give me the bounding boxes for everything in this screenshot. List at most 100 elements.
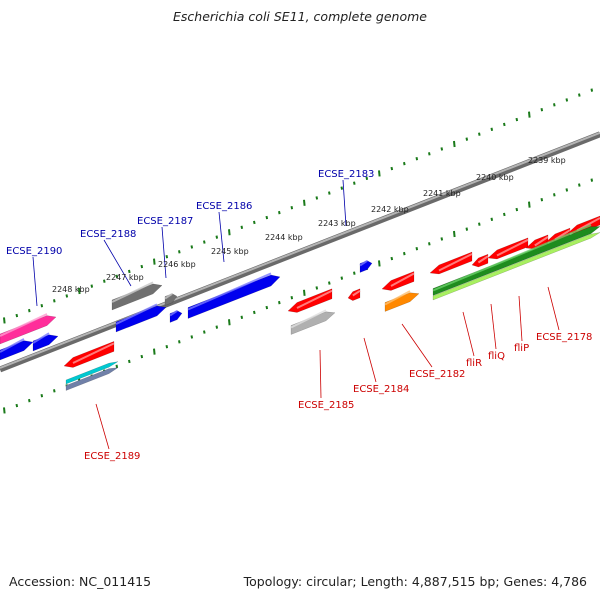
lower-ruler-tick — [415, 247, 419, 251]
forward-gene-label: ECSE_2190 — [6, 246, 62, 257]
kbp-label: 2248 kbp — [52, 285, 90, 294]
lower-ruler-tick — [315, 286, 319, 290]
gene-fliQ-shine — [496, 238, 529, 257]
kbp-label: 2240 kbp — [476, 173, 514, 182]
gene-ECSE-2188 — [115, 305, 167, 333]
lower-ruler-tick — [515, 207, 519, 212]
gene-cds-lime — [432, 232, 600, 301]
upper-ruler-tick — [428, 152, 431, 156]
upper-ruler-tick — [53, 299, 56, 303]
callout-reverse — [319, 349, 322, 399]
upper-ruler-tick — [3, 317, 6, 324]
upper-ruler-tick — [503, 122, 506, 127]
lower-ruler-tick — [378, 260, 381, 267]
callout-reverse — [95, 403, 110, 450]
gene-ECSE-2188-shine — [115, 303, 158, 325]
kbp-label: 2245 kbp — [211, 247, 249, 256]
callout-reverse — [462, 311, 475, 357]
lower-ruler-tick — [215, 325, 219, 329]
reverse-gene-label: fliP — [514, 343, 529, 354]
kbp-label: 2244 kbp — [265, 233, 303, 242]
upper-ruler-tick — [78, 287, 81, 295]
kbp-label: 2243 kbp — [318, 219, 356, 228]
forward-gene-label: ECSE_2187 — [137, 216, 193, 227]
upper-ruler-tick — [203, 240, 206, 244]
lower-ruler-tick — [115, 364, 119, 369]
gene-ECSE-2190-shine — [0, 313, 48, 337]
gene-ECSE-2189-slate — [65, 367, 119, 391]
gene-ECSE-2186 — [187, 274, 281, 319]
gene-ECSE-2191-shine — [32, 332, 50, 344]
upper-ruler-tick — [440, 147, 444, 151]
lower-ruler-tick — [490, 217, 494, 222]
map-title: Escherichia coli SE11, complete genome — [173, 9, 427, 24]
upper-ruler-tick — [553, 103, 556, 107]
lower-ruler-tick — [3, 407, 6, 414]
callout-reverse — [518, 295, 523, 342]
gene-cds-green-shine — [432, 224, 592, 292]
kbp-label: 2247 kbp — [106, 273, 144, 282]
lower-ruler-tick — [578, 183, 581, 187]
lower-ruler-tick — [340, 276, 344, 280]
upper-ruler-tick — [365, 176, 369, 181]
gene-fliP-shine — [534, 236, 549, 247]
upper-ruler-tick — [328, 191, 331, 195]
lower-ruler-tick — [440, 237, 444, 241]
lower-ruler-tick — [590, 178, 594, 182]
gene-ECSE-2185-shine — [296, 289, 333, 309]
lower-ruler-tick — [303, 289, 306, 296]
forward-gene-label: ECSE_2183 — [318, 169, 374, 180]
upper-ruler-tick — [315, 196, 319, 200]
upper-ruler-tick — [128, 269, 131, 274]
lower-ruler-tick — [28, 398, 31, 403]
reverse-gene-label: ECSE_2182 — [409, 369, 465, 380]
kbp-label: 2241 kbp — [423, 189, 461, 198]
upper-ruler-tick — [215, 235, 219, 239]
upper-ruler-tick — [115, 274, 119, 279]
upper-ruler-tick — [278, 210, 281, 215]
callout-forward — [218, 211, 225, 263]
upper-ruler-tick — [190, 245, 194, 249]
lower-ruler-tick — [465, 227, 469, 231]
gene-ECSE-2182 — [381, 271, 415, 291]
reverse-gene-label: ECSE_2184 — [353, 384, 409, 395]
lower-ruler-tick — [565, 188, 569, 192]
upper-ruler-tick — [353, 181, 356, 185]
upper-ruler-tick — [290, 206, 294, 210]
upper-ruler-tick — [578, 93, 581, 97]
upper-ruler-tick — [453, 140, 456, 148]
upper-ruler-tick — [228, 229, 231, 236]
kbp-labels: 2248 kbp 2247 kbp 2246 kbp 2245 kbp 2244 kbp… — [52, 156, 566, 294]
gene-ECSE-2186-shine — [187, 272, 272, 311]
lower-ruler-tick — [203, 330, 206, 334]
reverse-gene-label: fliQ — [488, 351, 505, 362]
callout-forward — [103, 239, 132, 287]
upper-ruler-tick — [28, 308, 31, 313]
upper-ruler-tick — [465, 137, 469, 141]
gene-ECSE-2181 — [429, 251, 473, 275]
gene-features — [0, 215, 600, 391]
upper-ruler-tick — [590, 88, 594, 92]
callout-reverse — [547, 286, 560, 331]
lower-ruler-tick — [278, 300, 281, 305]
gene-fliR-shine — [477, 255, 489, 264]
upper-ruler-tick — [265, 215, 269, 220]
upper-ruler-tick — [490, 127, 494, 132]
gene-ECSE-2189-cyan — [65, 361, 119, 385]
upper-ruler-tick — [303, 199, 306, 206]
accession-text: Accession: NC_011415 — [9, 574, 152, 589]
lower-ruler-tick — [328, 281, 331, 285]
callout-forward — [32, 256, 38, 307]
lower-ruler-tick — [290, 296, 294, 300]
lower-ruler-tick — [40, 394, 44, 398]
gene-ECSE-2181-shine — [438, 253, 473, 272]
reverse-gene-label: ECSE_2178 — [536, 332, 592, 343]
lower-ruler-tick — [253, 310, 256, 315]
gene-ECSE-2183-shine — [359, 259, 368, 267]
lower-ruler-tick — [478, 222, 481, 226]
kbp-label: 2239 kbp — [528, 156, 566, 165]
upper-ruler-tick — [40, 304, 44, 308]
lower-ruler-tick — [503, 212, 506, 217]
gene-ECSE-2188-grey-shine — [111, 281, 154, 303]
